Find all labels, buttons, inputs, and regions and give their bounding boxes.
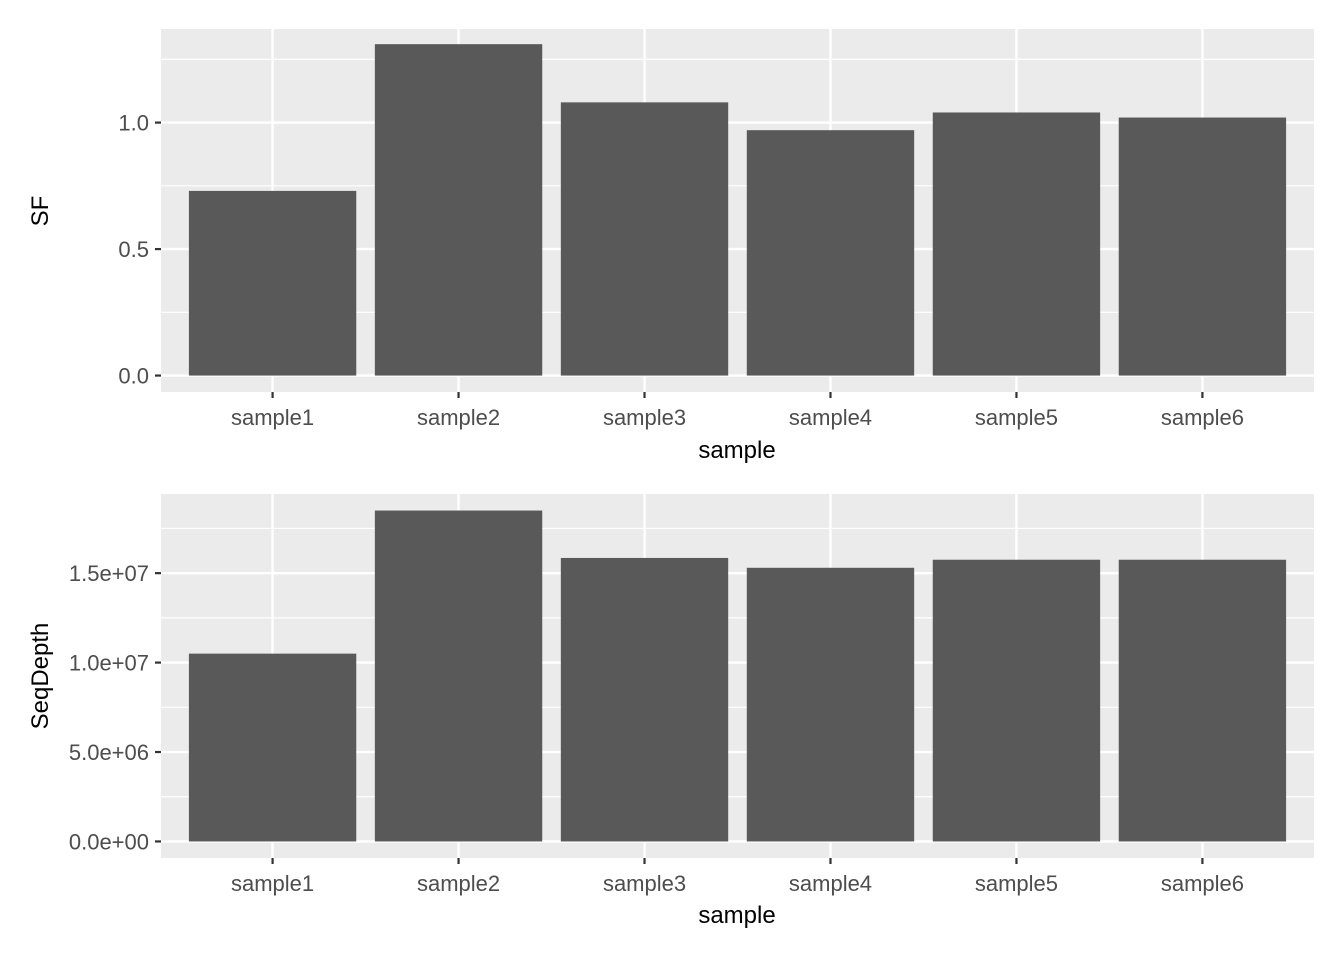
x-tick-label: sample3 xyxy=(603,405,686,430)
bar-sample4 xyxy=(746,130,915,376)
y-tick-label: 0.0e+00 xyxy=(69,829,149,854)
y-tick-label: 0.0 xyxy=(118,364,149,389)
bar-sample5 xyxy=(932,112,1101,376)
y-tick-label: 1.0 xyxy=(118,111,149,136)
x-tick-label: sample3 xyxy=(603,871,686,896)
seqdepth-bars xyxy=(188,510,1287,842)
bar-sample4 xyxy=(746,567,915,842)
bar-sample1 xyxy=(188,653,357,842)
y-tick-label: 1.0e+07 xyxy=(69,651,149,676)
seqdepth-x-axis: sample1 sample2 sample3 sample4 sample5 sampl… xyxy=(231,858,1244,896)
x-tick-label: sample2 xyxy=(417,405,500,430)
x-tick-label: sample6 xyxy=(1161,405,1244,430)
bar-sample2 xyxy=(374,510,543,842)
y-tick-label: 1.5e+07 xyxy=(69,561,149,586)
sf-bars xyxy=(188,44,1287,376)
y-tick-label: 5.0e+06 xyxy=(69,740,149,765)
bar-sample6 xyxy=(1118,117,1287,376)
bar-sample3 xyxy=(560,557,729,842)
bar-sample5 xyxy=(932,559,1101,842)
x-tick-label: sample6 xyxy=(1161,871,1244,896)
bar-sample3 xyxy=(560,102,729,376)
sf-y-axis: 0.0 0.5 1.0 xyxy=(118,111,161,389)
x-tick-label: sample5 xyxy=(975,871,1058,896)
x-tick-label: sample5 xyxy=(975,405,1058,430)
sf-x-axis-title: sample xyxy=(698,437,775,464)
bar-sample2 xyxy=(374,44,543,376)
x-tick-label: sample4 xyxy=(789,871,872,896)
x-tick-label: sample1 xyxy=(231,405,314,430)
seqdepth-x-axis-title: sample xyxy=(698,902,775,929)
x-tick-label: sample4 xyxy=(789,405,872,430)
sf-x-axis: sample1 sample2 sample3 sample4 sample5 sampl… xyxy=(231,392,1244,430)
bar-sample6 xyxy=(1118,559,1287,842)
x-tick-label: sample2 xyxy=(417,871,500,896)
sf-y-axis-title: SF xyxy=(27,196,54,227)
sf-chart: 0.00.51.0 sample1 sample2 sample3 sample4 sa… xyxy=(27,29,1314,464)
seqdepth-y-axis-title: SeqDepth xyxy=(27,623,54,730)
seqdepth-chart: 0.0e+005.0e+061.0e+071.5e+07 sample1 samp… xyxy=(27,494,1314,929)
bar-sample1 xyxy=(188,190,357,376)
x-tick-label: sample1 xyxy=(231,871,314,896)
y-tick-label: 0.5 xyxy=(118,237,149,262)
seqdepth-y-axis: 0.0e+00 5.0e+06 1.0e+07 1.5e+07 xyxy=(69,561,161,854)
